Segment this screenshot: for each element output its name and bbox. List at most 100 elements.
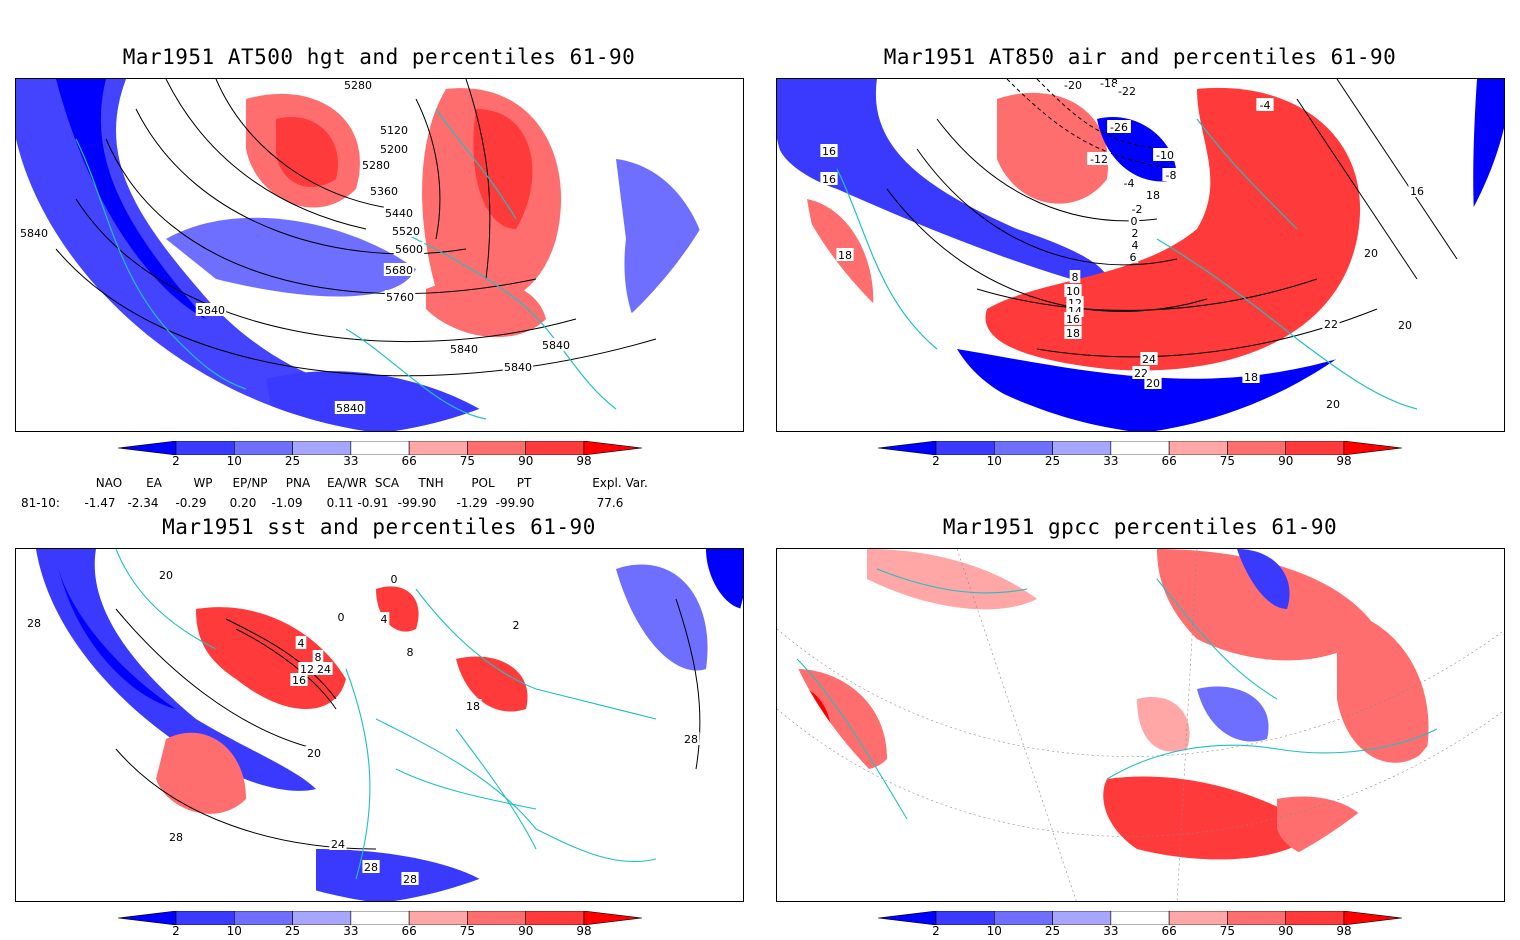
colorbar-swatch xyxy=(877,440,937,456)
colorbar-tick-label: 2 xyxy=(932,924,940,938)
stats-header: Expl. Var. xyxy=(592,476,648,490)
svg-text:5600: 5600 xyxy=(395,243,423,256)
colorbar-swatch xyxy=(525,440,585,456)
colorbar-tick-label: 10 xyxy=(226,454,242,468)
contour-label: 28 xyxy=(167,830,185,844)
svg-text:20: 20 xyxy=(1364,247,1378,260)
contour-label: 28 xyxy=(682,732,700,746)
contour-label: 0 xyxy=(1128,214,1140,228)
contour-label: -10 xyxy=(1153,148,1177,162)
svg-text:16: 16 xyxy=(1410,185,1424,198)
colorbar-tick-label: 2 xyxy=(172,454,180,468)
contour-label: 12 xyxy=(298,662,316,676)
contour-label: 5200 xyxy=(378,142,410,156)
colorbar-swatch xyxy=(117,910,177,926)
stats-value: -1.09 xyxy=(271,496,303,510)
svg-text:20: 20 xyxy=(159,569,173,582)
stats-value: -0.91 xyxy=(357,496,389,510)
map-panel-gpcc xyxy=(776,548,1505,902)
colorbar-tick-label: 2 xyxy=(172,924,180,938)
contour-label: 5840 xyxy=(540,338,572,352)
colorbar-swatch xyxy=(1343,440,1403,456)
svg-text:5840: 5840 xyxy=(197,304,225,317)
contour-label: -2 xyxy=(1128,202,1146,216)
colorbar-tick-label: 66 xyxy=(1161,924,1177,938)
colorbar-swatch xyxy=(1110,440,1170,456)
colorbar-tick-label: 10 xyxy=(226,924,242,938)
map-panel-sst: 20 28 0 0 4 8 12 16 24 4 8 18 28 20 24 28 28 28 2 xyxy=(15,548,744,902)
panel-title-air: Mar1951 AT850 air and percentiles 61-90 xyxy=(883,45,1397,69)
colorbar-tick-label: 25 xyxy=(284,924,301,938)
stats-header: EA xyxy=(146,476,162,490)
svg-text:4: 4 xyxy=(298,637,305,650)
contour-label: 18 xyxy=(1242,370,1260,384)
colorbar-tick-label: 25 xyxy=(1044,924,1061,938)
svg-text:20: 20 xyxy=(1398,319,1412,332)
svg-text:5840: 5840 xyxy=(504,361,532,374)
contour-label: 20 xyxy=(1362,246,1380,260)
contour-label: 16 xyxy=(1064,312,1082,326)
colorbar-tick-label: 98 xyxy=(576,924,592,938)
svg-text:6: 6 xyxy=(1130,251,1137,264)
svg-text:-2: -2 xyxy=(1132,203,1143,216)
colorbar-tick-label: 25 xyxy=(1044,454,1061,468)
contour-label: 5840 xyxy=(195,303,227,317)
contour-label: 5680 xyxy=(383,263,415,277)
colorbar-swatch xyxy=(1285,440,1345,456)
svg-text:5280: 5280 xyxy=(362,159,390,172)
contour-label: 5840 xyxy=(334,401,366,415)
svg-text:5360: 5360 xyxy=(370,185,398,198)
svg-text:18: 18 xyxy=(838,249,852,262)
contour-label: 5280 xyxy=(342,79,374,92)
colorbar-top-left: 2 10 25 33 66 75 90 98 xyxy=(117,440,643,472)
svg-text:18: 18 xyxy=(1146,189,1160,202)
contour-label: 5840 xyxy=(448,342,480,356)
contour-label: -12 xyxy=(1087,152,1111,166)
contour-label: 22 xyxy=(1322,317,1340,331)
colorbar-swatch xyxy=(1052,440,1112,456)
colorbar-swatch xyxy=(993,910,1053,926)
colorbar-tick-label: 66 xyxy=(401,454,417,468)
stats-header: EP/NP xyxy=(232,476,268,490)
contour-label: 28 xyxy=(25,616,43,630)
colorbar-tick-label: 75 xyxy=(1219,924,1236,938)
svg-text:16: 16 xyxy=(1066,313,1080,326)
contour-label: 24 xyxy=(1140,352,1158,366)
svg-text:5200: 5200 xyxy=(380,143,408,156)
stats-value: -99.90 xyxy=(397,496,437,510)
colorbar-tick-label: 90 xyxy=(1278,454,1294,468)
colorbar-tick-label: 10 xyxy=(986,924,1002,938)
stats-header: POL xyxy=(471,476,495,490)
colorbar-top-right-swatches xyxy=(877,440,1403,456)
svg-text:-22: -22 xyxy=(1118,85,1136,98)
colorbar-swatch xyxy=(525,910,585,926)
colorbar-tick-label: 98 xyxy=(1336,454,1352,468)
colorbar-swatch xyxy=(877,910,937,926)
colorbar-swatch xyxy=(1285,910,1345,926)
stats-header: SCA xyxy=(374,476,400,490)
stats-header: EA/WR xyxy=(326,476,368,490)
colorbar-swatch xyxy=(233,910,293,926)
svg-text:4: 4 xyxy=(381,613,388,626)
svg-text:20: 20 xyxy=(1326,398,1340,411)
colorbar-tick-label: 98 xyxy=(576,454,592,468)
svg-text:-10: -10 xyxy=(1156,149,1174,162)
stats-value: -1.29 xyxy=(456,496,488,510)
colorbar-tick-label: 2 xyxy=(932,454,940,468)
colorbar-swatch xyxy=(1110,910,1170,926)
colorbar-bottom-right-swatches xyxy=(877,910,1403,926)
colorbar-bottom-left: 2 10 25 33 66 75 90 98 xyxy=(117,910,643,940)
stats-header: PT xyxy=(516,476,532,490)
colorbar-swatch xyxy=(1227,440,1287,456)
contour-label: 16 xyxy=(820,172,838,186)
svg-text:28: 28 xyxy=(684,733,698,746)
svg-text:22: 22 xyxy=(1324,318,1338,331)
svg-text:-4: -4 xyxy=(1260,99,1271,112)
colorbar-tick-label: 66 xyxy=(401,924,417,938)
colorbar-swatch xyxy=(233,440,293,456)
contour-label: 24 xyxy=(329,837,347,851)
svg-text:10: 10 xyxy=(1066,285,1080,298)
contour-label: 2 xyxy=(1129,226,1141,240)
svg-text:20: 20 xyxy=(307,747,321,760)
colorbar-swatch xyxy=(935,910,995,926)
